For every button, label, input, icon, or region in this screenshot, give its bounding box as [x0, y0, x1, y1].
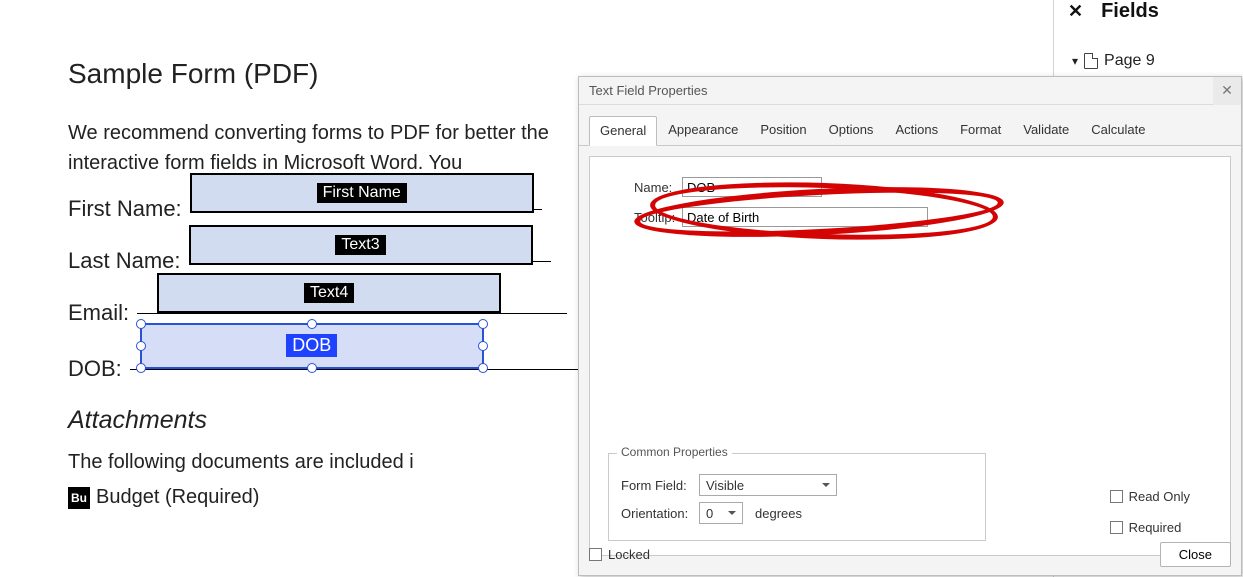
- intro-text: We recommend converting forms to PDF for…: [68, 118, 628, 178]
- resize-handle[interactable]: [136, 363, 146, 373]
- required-label: Required: [1129, 520, 1182, 535]
- field-dob[interactable]: DOB: [140, 323, 484, 369]
- budget-line: Bu Budget (Required): [68, 486, 628, 509]
- sidebar-page-label: Page 9: [1104, 52, 1155, 70]
- sidebar-title: Fields: [1101, 0, 1159, 23]
- checkbox-icon: [1110, 521, 1123, 534]
- row-first-name: First Name: First Name: [68, 196, 628, 222]
- dialog-tabs: General Appearance Position Options Acti…: [579, 105, 1241, 146]
- row-dob: DOB: DOB: [68, 356, 628, 382]
- field-dob-label: DOB: [286, 334, 337, 357]
- tooltip-input[interactable]: [682, 207, 928, 227]
- tab-format[interactable]: Format: [949, 115, 1012, 145]
- sidebar-page-item[interactable]: ▾ Page 9: [1072, 52, 1233, 70]
- tab-validate[interactable]: Validate: [1012, 115, 1080, 145]
- readonly-checkbox[interactable]: Read Only: [1110, 489, 1190, 504]
- resize-handle[interactable]: [478, 341, 488, 351]
- locked-label: Locked: [608, 547, 650, 562]
- field-last-name-label: Text3: [335, 235, 385, 255]
- sidebar-close-icon[interactable]: ✕: [1068, 1, 1083, 22]
- tab-position[interactable]: Position: [749, 115, 817, 145]
- orientation-label: Orientation:: [621, 506, 691, 521]
- tooltip-label: Tooltip:: [608, 210, 672, 225]
- tabpanel-general: Name: Tooltip: Common Properties Form Fi…: [589, 156, 1231, 556]
- resize-handle[interactable]: [478, 363, 488, 373]
- form-field-label: Form Field:: [621, 478, 691, 493]
- dialog-title: Text Field Properties: [589, 83, 708, 98]
- form-document: Sample Form (PDF) We recommend convertin…: [68, 58, 628, 521]
- page-title: Sample Form (PDF): [68, 58, 628, 90]
- form-field-select[interactable]: Visible: [699, 474, 837, 496]
- orientation-select[interactable]: 0: [699, 502, 743, 524]
- attachments-body: The following documents are included i: [68, 451, 628, 474]
- field-last-name[interactable]: Text3: [189, 225, 533, 265]
- resize-handle[interactable]: [136, 319, 146, 329]
- name-label: Name:: [608, 180, 672, 195]
- dialog-close-icon[interactable]: ✕: [1213, 77, 1241, 105]
- degrees-label: degrees: [755, 506, 802, 521]
- label-first-name: First Name:: [68, 196, 182, 222]
- readonly-label: Read Only: [1129, 489, 1190, 504]
- resize-handle[interactable]: [307, 319, 317, 329]
- common-properties-legend: Common Properties: [617, 445, 732, 459]
- budget-label: Budget (Required): [96, 486, 259, 508]
- resize-handle[interactable]: [307, 363, 317, 373]
- tab-calculate[interactable]: Calculate: [1080, 115, 1156, 145]
- page-icon: [1084, 53, 1098, 69]
- label-email: Email:: [68, 300, 129, 326]
- tab-options[interactable]: Options: [818, 115, 885, 145]
- tab-appearance[interactable]: Appearance: [657, 115, 749, 145]
- budget-badge-icon: Bu: [68, 487, 90, 509]
- row-last-name: Last Name: Text3: [68, 248, 628, 274]
- common-properties-group: Common Properties Form Field: Visible Or…: [608, 453, 986, 541]
- field-first-name-label: First Name: [317, 183, 407, 203]
- tab-general[interactable]: General: [589, 116, 657, 146]
- required-checkbox[interactable]: Required: [1110, 520, 1190, 535]
- name-input[interactable]: [682, 177, 822, 197]
- checkbox-icon: [1110, 490, 1123, 503]
- label-dob: DOB:: [68, 356, 122, 382]
- label-last-name: Last Name:: [68, 248, 181, 274]
- chevron-down-icon: ▾: [1072, 54, 1078, 68]
- dialog-titlebar[interactable]: Text Field Properties ✕: [579, 77, 1241, 105]
- close-button[interactable]: Close: [1160, 542, 1231, 567]
- text-field-properties-dialog: Text Field Properties ✕ General Appearan…: [578, 76, 1242, 576]
- field-email-label: Text4: [304, 283, 354, 303]
- locked-checkbox[interactable]: Locked: [589, 547, 650, 562]
- checkbox-icon: [589, 548, 602, 561]
- field-first-name[interactable]: First Name: [190, 173, 534, 213]
- resize-handle[interactable]: [478, 319, 488, 329]
- resize-handle[interactable]: [136, 341, 146, 351]
- tab-actions[interactable]: Actions: [884, 115, 949, 145]
- attachments-heading: Attachments: [68, 406, 628, 435]
- field-email[interactable]: Text4: [157, 273, 501, 313]
